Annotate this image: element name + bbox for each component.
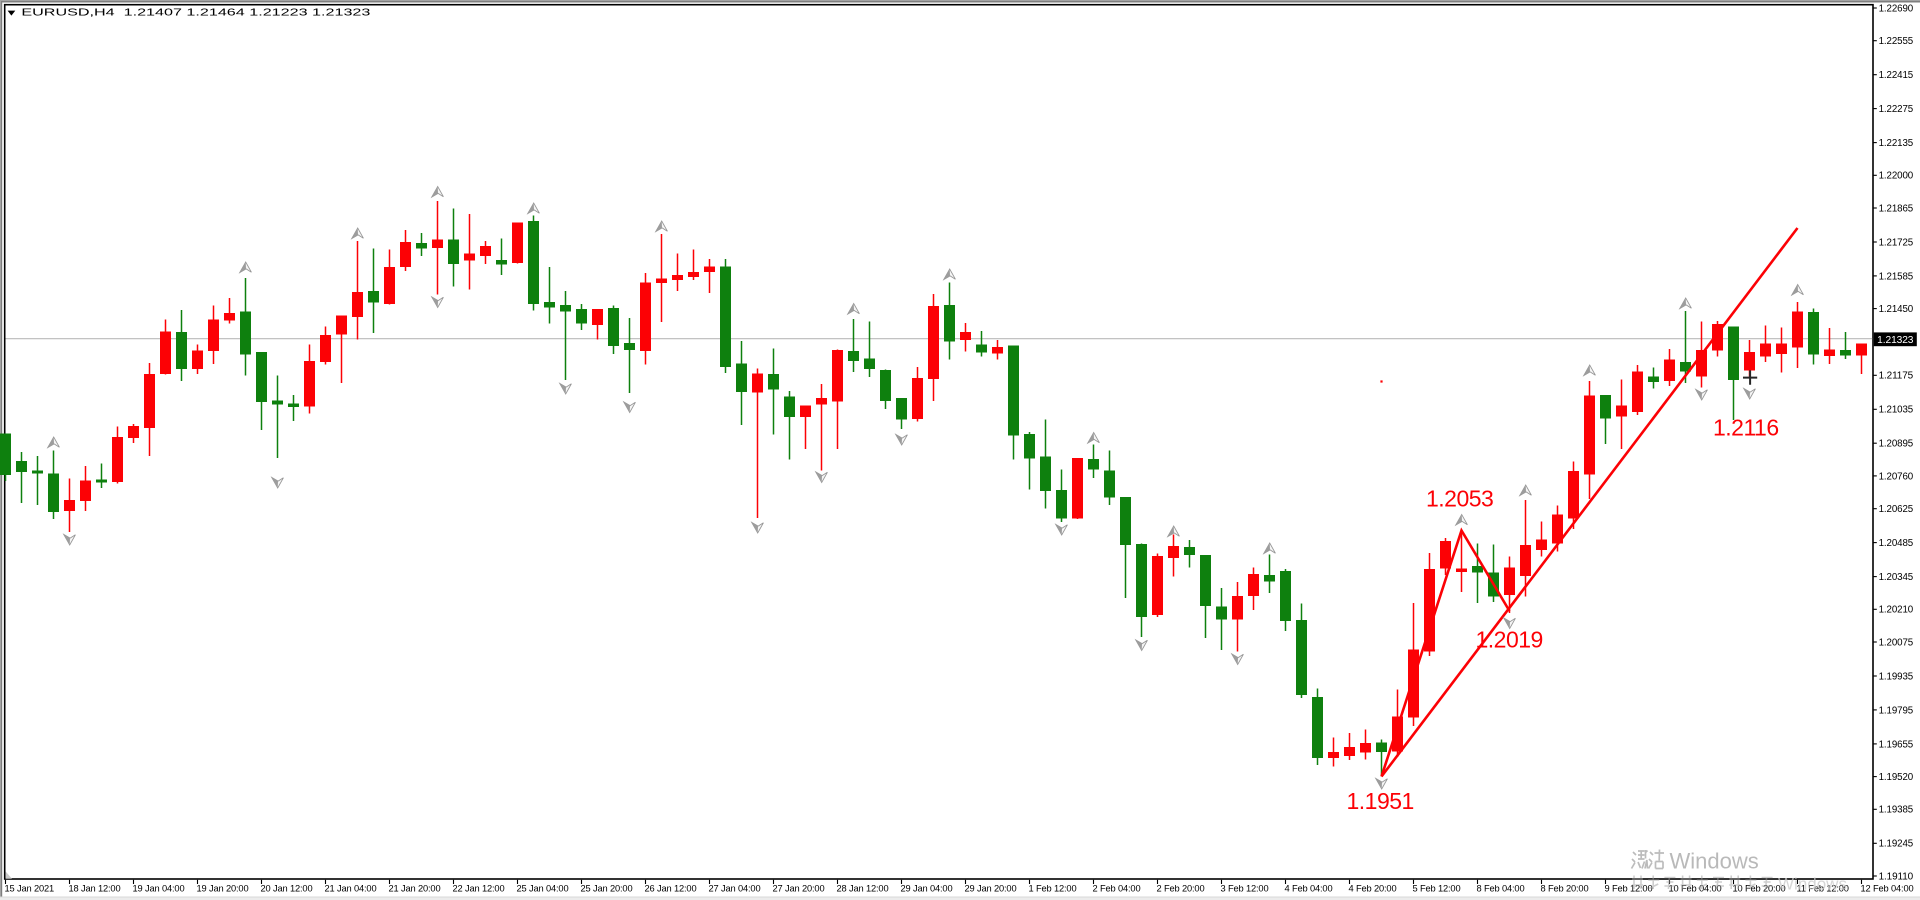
svg-text:1.21725: 1.21725	[1879, 237, 1914, 248]
svg-text:10 Feb 20:00: 10 Feb 20:00	[1733, 884, 1786, 894]
svg-text:19 Jan 04:00: 19 Jan 04:00	[133, 884, 185, 894]
svg-text:1 Feb 12:00: 1 Feb 12:00	[1029, 884, 1077, 894]
svg-text:21 Jan 04:00: 21 Jan 04:00	[325, 884, 377, 894]
svg-text:1.20210: 1.20210	[1879, 605, 1914, 616]
svg-text:1.19795: 1.19795	[1879, 705, 1914, 716]
svg-text:11 Feb 12:00: 11 Feb 12:00	[1797, 884, 1849, 894]
svg-text:20 Jan 12:00: 20 Jan 12:00	[261, 884, 313, 894]
svg-text:1.22415: 1.22415	[1879, 70, 1914, 81]
svg-text:9 Feb 12:00: 9 Feb 12:00	[1605, 884, 1653, 894]
svg-text:1.20075: 1.20075	[1879, 637, 1914, 648]
svg-text:3 Feb 12:00: 3 Feb 12:00	[1221, 884, 1269, 894]
svg-text:1.22275: 1.22275	[1879, 104, 1914, 115]
svg-text:4 Feb 04:00: 4 Feb 04:00	[1285, 884, 1333, 894]
svg-text:29 Jan 04:00: 29 Jan 04:00	[901, 884, 953, 894]
svg-text:1.19655: 1.19655	[1879, 739, 1914, 750]
svg-text:1.1951: 1.1951	[1347, 788, 1414, 814]
svg-text:25 Jan 04:00: 25 Jan 04:00	[517, 884, 569, 894]
svg-text:27 Jan 04:00: 27 Jan 04:00	[709, 884, 761, 894]
svg-text:1.21035: 1.21035	[1879, 405, 1914, 416]
svg-text:21 Jan 20:00: 21 Jan 20:00	[389, 884, 441, 894]
svg-text:1.21450: 1.21450	[1879, 304, 1914, 315]
svg-text:1.21865: 1.21865	[1879, 203, 1914, 214]
svg-text:1.21175: 1.21175	[1879, 371, 1914, 382]
svg-text:8 Feb 20:00: 8 Feb 20:00	[1541, 884, 1589, 894]
svg-text:19 Jan 20:00: 19 Jan 20:00	[197, 884, 249, 894]
svg-text:1.22135: 1.22135	[1879, 138, 1914, 149]
svg-text:25 Jan 20:00: 25 Jan 20:00	[581, 884, 633, 894]
svg-text:EURUSD,H4 1.21407 1.21464 1.2: EURUSD,H4 1.21407 1.21464 1.21223 1.2132…	[21, 8, 371, 19]
svg-text:1.20895: 1.20895	[1879, 439, 1914, 450]
svg-text:1.2019: 1.2019	[1476, 627, 1543, 653]
svg-text:2 Feb 04:00: 2 Feb 04:00	[1093, 884, 1141, 894]
svg-text:1.19110: 1.19110	[1879, 871, 1914, 882]
svg-text:Windows: Windows	[1778, 875, 1847, 894]
svg-text:18 Jan 12:00: 18 Jan 12:00	[69, 884, 121, 894]
svg-text:5 Feb 12:00: 5 Feb 12:00	[1413, 884, 1461, 894]
svg-text:8 Feb 04:00: 8 Feb 04:00	[1477, 884, 1525, 894]
svg-text:2 Feb 20:00: 2 Feb 20:00	[1157, 884, 1205, 894]
svg-text:1.20345: 1.20345	[1879, 572, 1914, 583]
svg-text:15 Jan 2021: 15 Jan 2021	[5, 884, 55, 894]
svg-text:1.19385: 1.19385	[1879, 805, 1914, 816]
svg-text:26 Jan 12:00: 26 Jan 12:00	[645, 884, 697, 894]
svg-text:1.21585: 1.21585	[1879, 271, 1914, 282]
svg-text:28 Jan 12:00: 28 Jan 12:00	[837, 884, 889, 894]
svg-text:1.20760: 1.20760	[1879, 471, 1914, 482]
svg-text:1.20485: 1.20485	[1879, 538, 1914, 549]
svg-text:1.2053: 1.2053	[1426, 486, 1493, 512]
svg-text:27 Jan 20:00: 27 Jan 20:00	[773, 884, 825, 894]
svg-text:1.2116: 1.2116	[1713, 415, 1779, 441]
svg-text:10 Feb 04:00: 10 Feb 04:00	[1669, 884, 1722, 894]
svg-text:1.19935: 1.19935	[1879, 671, 1914, 682]
svg-text:1.19520: 1.19520	[1879, 772, 1914, 783]
svg-text:1.22555: 1.22555	[1879, 36, 1914, 47]
svg-text:29 Jan 20:00: 29 Jan 20:00	[965, 884, 1017, 894]
svg-text:1.21323: 1.21323	[1877, 335, 1914, 346]
svg-text:1.19245: 1.19245	[1879, 839, 1914, 850]
svg-text:1.22690: 1.22690	[1879, 3, 1914, 14]
svg-text:1.20625: 1.20625	[1879, 504, 1914, 515]
svg-text:4 Feb 20:00: 4 Feb 20:00	[1349, 884, 1397, 894]
svg-text:1.22000: 1.22000	[1879, 171, 1914, 182]
svg-text:22 Jan 12:00: 22 Jan 12:00	[453, 884, 505, 894]
svg-text:12 Feb 04:00: 12 Feb 04:00	[1861, 884, 1914, 894]
svg-text:Windows: Windows	[1670, 849, 1759, 874]
